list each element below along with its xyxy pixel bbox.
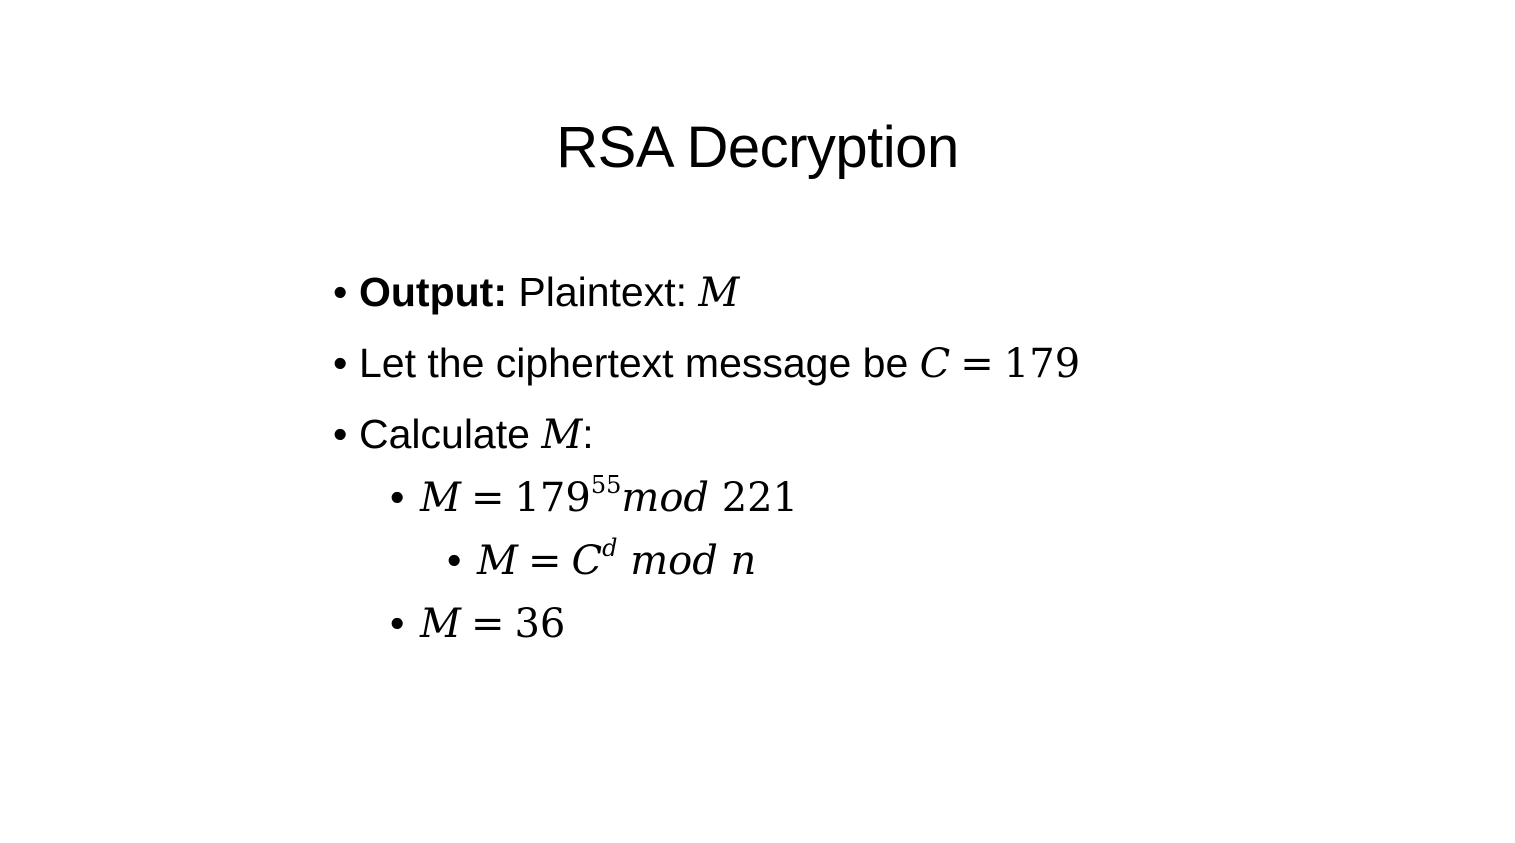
ciphertext-text: Let the ciphertext message be: [359, 340, 920, 386]
eq1-base: 179: [514, 475, 591, 521]
bullet-dot-icon: •: [390, 474, 405, 520]
slide-title: RSA Decryption: [556, 115, 959, 180]
eq1-exponent: 55: [590, 471, 622, 499]
eq2-n: n: [730, 538, 757, 584]
bullet-dot-icon: •: [333, 269, 348, 315]
bullet-output: • Output: Plaintext: M: [333, 266, 739, 319]
bullet-dot-icon: •: [333, 340, 348, 386]
equals-sign: =: [527, 538, 562, 584]
ciphertext-value: 179: [1003, 341, 1081, 387]
eq1-variable: M: [420, 475, 461, 521]
eq2-base: C: [571, 538, 603, 584]
bullet-equation-result: • M = 36: [390, 597, 565, 650]
equals-sign: =: [470, 475, 505, 521]
calculate-variable: M: [541, 412, 583, 458]
equals-sign: =: [470, 601, 505, 647]
equals-sign: =: [960, 341, 994, 387]
eq2-mod: mod: [630, 538, 718, 584]
eq3-variable: M: [420, 601, 461, 647]
output-variable: M: [698, 270, 740, 316]
bullet-equation-formula: • M = Cd mod n: [447, 534, 756, 587]
eq2-variable: M: [477, 538, 518, 584]
ciphertext-variable: C: [919, 341, 951, 387]
bullet-dot-icon: •: [447, 537, 462, 583]
eq2-exponent: d: [602, 534, 618, 562]
bullet-ciphertext: • Let the ciphertext message be C = 179: [333, 337, 1080, 390]
eq1-mod: mod: [621, 475, 710, 521]
calculate-text: Calculate: [359, 411, 542, 457]
calculate-colon: :: [582, 411, 594, 457]
bullet-dot-icon: •: [333, 411, 348, 457]
eq1-modulus: 221: [721, 475, 799, 521]
bullet-calculate: • Calculate M:: [333, 408, 594, 461]
output-text: Plaintext:: [506, 269, 699, 315]
output-label: Output:: [359, 269, 507, 315]
bullet-dot-icon: •: [390, 600, 405, 646]
eq3-value: 36: [514, 601, 566, 647]
bullet-equation-numeric: • M = 17955mod 221: [390, 471, 798, 524]
